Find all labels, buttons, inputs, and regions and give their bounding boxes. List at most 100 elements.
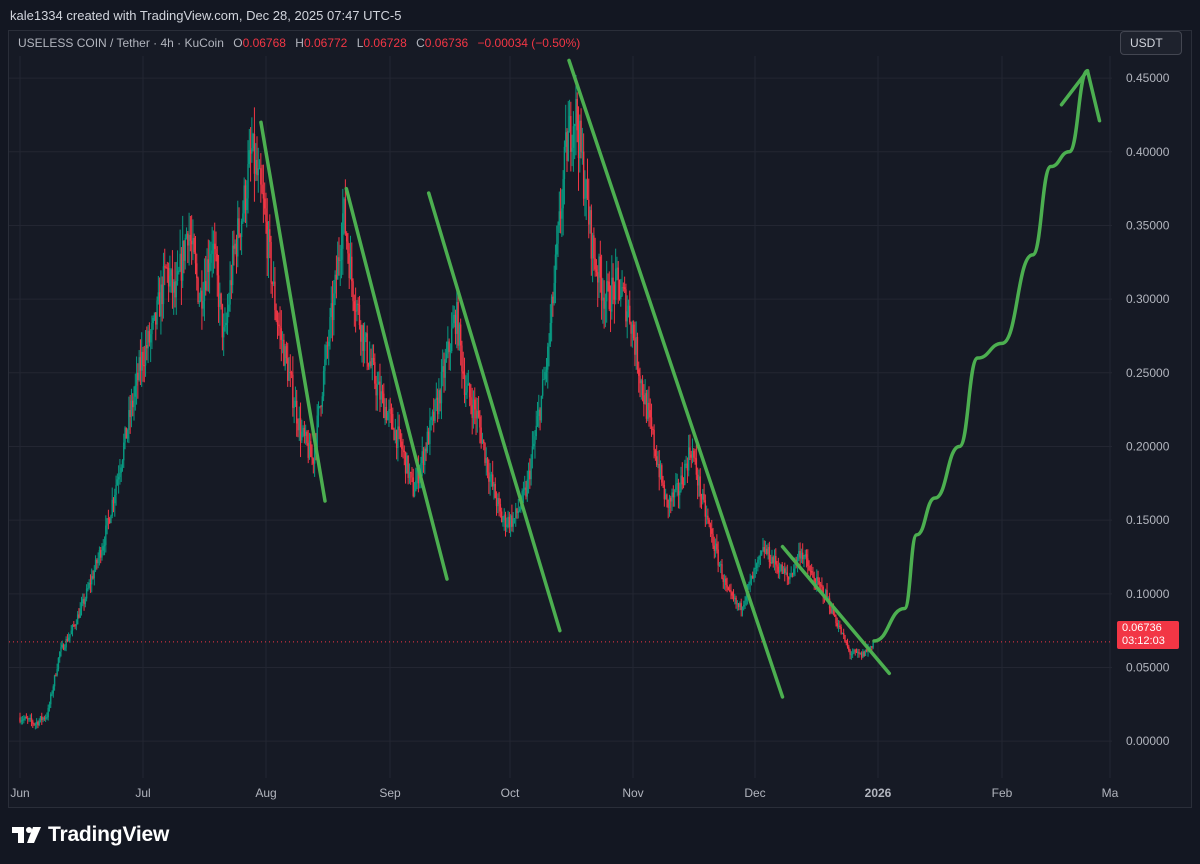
candle-body: [598, 256, 600, 283]
candle: [621, 270, 623, 297]
candle-body: [607, 281, 609, 283]
candle-body: [410, 472, 412, 474]
candle: [570, 101, 572, 172]
candle: [789, 572, 791, 584]
candle-body: [470, 397, 472, 406]
candle-body: [777, 566, 780, 573]
candle: [515, 502, 517, 527]
candle-body: [64, 647, 66, 650]
candle-body: [276, 320, 279, 325]
candle: [255, 143, 257, 182]
candle-body: [694, 457, 696, 459]
candle-body: [106, 518, 108, 526]
candle: [75, 619, 78, 631]
candle: [750, 575, 753, 586]
candle-body: [165, 266, 167, 268]
candle-body: [102, 546, 104, 551]
candle-body: [34, 723, 37, 725]
candle-body: [101, 550, 103, 558]
candle: [567, 100, 569, 162]
candle-body: [244, 185, 247, 211]
candle-body: [536, 416, 539, 426]
candle: [187, 231, 189, 264]
candle-body: [676, 483, 678, 485]
candle-body: [566, 132, 568, 161]
candle-body: [471, 405, 473, 418]
candle: [731, 591, 733, 600]
candle-body: [389, 409, 391, 411]
candle-body: [680, 475, 682, 492]
candle: [120, 464, 122, 483]
candle: [408, 463, 411, 484]
candle-body: [677, 483, 680, 496]
chart-frame[interactable]: [8, 30, 1192, 808]
candle-body: [731, 592, 733, 596]
candle: [155, 311, 157, 341]
candle-body: [443, 366, 445, 378]
candle: [593, 227, 595, 271]
candle-body: [155, 312, 157, 325]
candle-body: [849, 650, 851, 655]
candle-body: [308, 441, 311, 458]
candle: [324, 344, 326, 385]
candle-body: [124, 427, 126, 443]
candle-body: [597, 272, 599, 283]
candle-body: [166, 267, 169, 269]
candle-body: [655, 456, 658, 465]
candle: [348, 243, 350, 290]
time-tick-label: Feb: [992, 786, 1013, 800]
candle-body: [535, 425, 537, 437]
candle-body: [854, 650, 856, 652]
time-tick-label: Sep: [379, 786, 401, 800]
candle-body: [851, 653, 854, 655]
candle: [855, 648, 858, 654]
candle-body: [69, 634, 71, 638]
candle: [23, 715, 25, 724]
candle: [361, 324, 363, 363]
candle: [618, 279, 621, 301]
candle: [371, 344, 373, 381]
currency-button[interactable]: USDT: [1120, 31, 1182, 55]
tradingview-logo[interactable]: TradingView: [12, 822, 169, 848]
candle-body: [685, 463, 687, 465]
candle-body: [260, 168, 262, 185]
candle-body: [586, 179, 589, 200]
candle-body: [75, 624, 78, 626]
candle-body: [612, 277, 614, 285]
candle-body: [834, 614, 836, 617]
candle-body: [857, 652, 859, 654]
candle-body: [171, 269, 174, 293]
candle: [549, 304, 552, 347]
candle: [594, 237, 596, 277]
candle: [603, 280, 605, 329]
candle: [532, 431, 535, 450]
candle: [720, 560, 722, 574]
candle-body: [33, 723, 35, 725]
candle-body: [728, 589, 731, 591]
candle-body: [193, 237, 195, 253]
candle: [502, 516, 504, 527]
candle-body: [336, 257, 339, 280]
candle: [272, 261, 275, 287]
candle-body: [711, 528, 713, 534]
candle-body: [365, 333, 367, 337]
candle-body: [340, 248, 343, 260]
candle: [566, 128, 568, 172]
candle-body: [125, 427, 128, 439]
candle-body: [30, 718, 33, 722]
candle: [253, 107, 256, 202]
candle: [438, 378, 440, 420]
candle-body: [600, 277, 603, 301]
candle-body: [299, 418, 302, 441]
candle-body: [393, 429, 395, 441]
candle-body: [636, 337, 639, 370]
candle: [19, 712, 21, 724]
candle: [810, 563, 813, 576]
candle: [370, 348, 372, 369]
candle: [231, 230, 234, 294]
candle-body: [664, 494, 667, 500]
candle-body: [114, 494, 116, 504]
candle: [752, 571, 754, 579]
candle-body: [723, 578, 726, 583]
